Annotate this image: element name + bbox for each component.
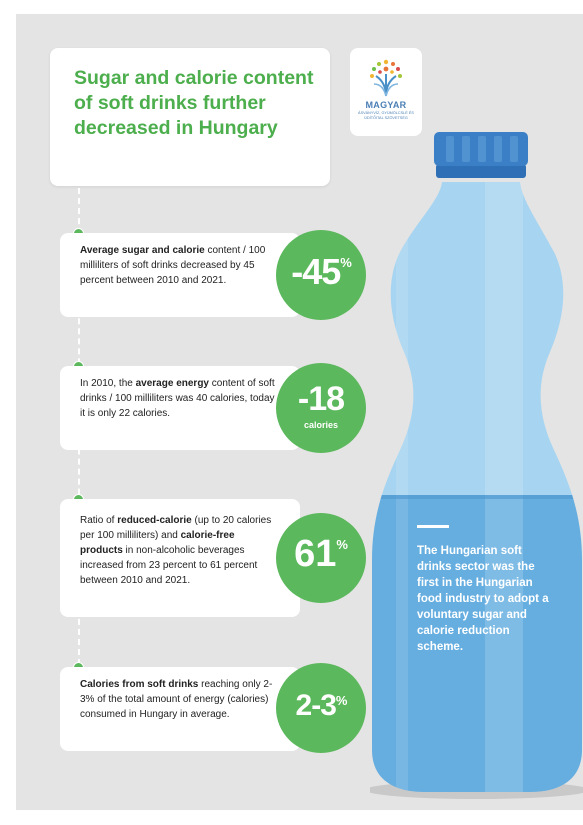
page-title: Sugar and calorie content of soft drinks… — [74, 67, 314, 139]
bottle-icon — [370, 132, 583, 799]
stat-circle-calories-share: 2-3% — [276, 663, 366, 753]
stat-unit: % — [336, 537, 348, 552]
stat-lead-bold: Average sugar and calorie — [80, 245, 205, 256]
stat-card-reduced-calorie: Ratio of reduced-calorie (up to 20 calor… — [60, 499, 300, 617]
stat-unit: % — [335, 693, 348, 708]
stat-lead-bold: reduced-calorie — [117, 515, 192, 526]
stat-card-calories-share: Calories from soft drinks reaching only … — [60, 667, 300, 751]
bottle-text-divider — [417, 525, 449, 528]
stat-card-sugar-calorie: Average sugar and calorie content / 100 … — [60, 233, 300, 317]
stat-text: Ratio of reduced-calorie (up to 20 calor… — [80, 513, 280, 588]
stat-card-energy: In 2010, the average energy content of s… — [60, 366, 300, 450]
stat-circle-energy: -18 calories — [276, 363, 366, 453]
stat-lead: In 2010, the — [80, 378, 136, 389]
logo-card: MAGYAR ÁSVÁNYVÍZ, GYÜMÖLCSLÉ ÉS ÜDÍTŐITA… — [350, 48, 422, 136]
logo-subtitle: ÁSVÁNYVÍZ, GYÜMÖLCSLÉ ÉS ÜDÍTŐITAL SZÖVE… — [358, 111, 414, 120]
stat-value: 61% — [294, 533, 348, 575]
stat-value: -45% — [291, 251, 352, 292]
association-logo-icon — [370, 59, 402, 97]
stat-unit: % — [340, 255, 352, 270]
stat-lead-bold: Calories from soft drinks — [80, 679, 199, 690]
stat-circle-sugar-calorie: -45% — [276, 230, 366, 320]
stat-unit: calories — [303, 420, 339, 430]
stat-text: Average sugar and calorie content / 100 … — [80, 243, 280, 288]
stat-text: Calories from soft drinks reaching only … — [80, 677, 280, 722]
stat-body: content of soft drinks / 100 milliliters… — [80, 378, 275, 419]
stat-body: content / 100 milliliters of soft drinks… — [80, 245, 266, 286]
stat-value: 2-3% — [295, 689, 348, 722]
stat-value: -18 — [297, 380, 345, 418]
title-card: Sugar and calorie content of soft drinks… — [50, 48, 330, 186]
stat-circle-reduced-calorie: 61% — [276, 513, 366, 603]
stat-bold-2: calorie-free products — [80, 530, 235, 556]
logo-name: MAGYAR — [365, 100, 407, 110]
stat-body-2: in non-alcoholic beverages increased fro… — [80, 545, 258, 586]
stat-lead: Ratio of — [80, 515, 118, 526]
stat-body: reaching only 2-3% of the total amount o… — [80, 679, 273, 720]
bottle-statement: The Hungarian soft drinks sector was the… — [417, 545, 549, 653]
stat-lead-bold: average energy — [135, 378, 209, 389]
stat-body: (up to 20 calories per 100 milliliters) … — [80, 515, 272, 541]
stat-text: In 2010, the average energy content of s… — [80, 376, 280, 421]
